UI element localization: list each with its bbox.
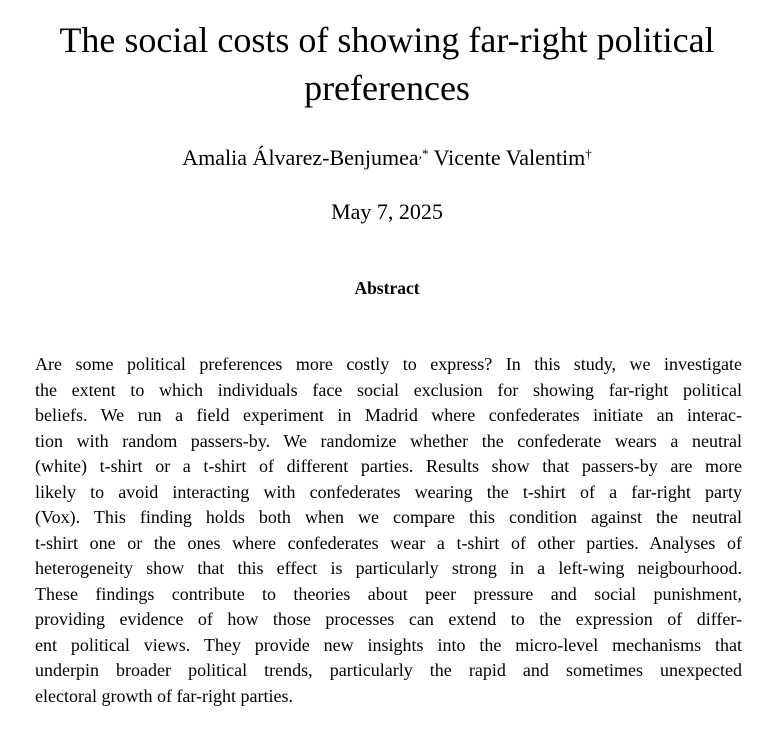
abstract-body: Are some political preferences more cost… bbox=[35, 352, 742, 709]
abstract-line: tion with random passers-by. We randomiz… bbox=[35, 430, 742, 451]
abstract-line: t-shirt one or the ones where confederat… bbox=[35, 532, 742, 553]
abstract-line: These findings contribute to theories ab… bbox=[35, 583, 742, 604]
title-line: The social costs of showing far-right po… bbox=[59, 20, 715, 60]
author-name: Amalia Álvarez-Benjumea bbox=[182, 145, 419, 170]
author-footnote-mark[interactable]: ,* bbox=[418, 146, 429, 161]
author-footnote-mark[interactable]: † bbox=[585, 146, 592, 161]
abstract-line: electoral growth of far-right parties. bbox=[35, 685, 294, 706]
abstract-line: heterogeneity show that this effect is p… bbox=[35, 558, 742, 578]
title-line: preferences bbox=[304, 68, 470, 108]
author-list: Amalia Álvarez-Benjumea,* Vicente Valent… bbox=[0, 144, 774, 172]
abstract-line: (Vox). This finding holds both when we c… bbox=[35, 507, 742, 527]
paper-date: May 7, 2025 bbox=[331, 199, 443, 224]
abstract-line: beliefs. We run a field experiment in Ma… bbox=[35, 405, 742, 425]
abstract-heading: Abstract bbox=[354, 278, 420, 298]
author-name: Vicente Valentim bbox=[433, 145, 586, 170]
abstract-line: Are some political preferences more cost… bbox=[35, 354, 742, 374]
abstract-line: likely to avoid interacting with confede… bbox=[35, 481, 742, 502]
abstract-line: underpin broader political trends, parti… bbox=[35, 660, 742, 680]
abstract-line: the extent to which individuals face soc… bbox=[35, 379, 742, 400]
abstract-line: providing evidence of how those processe… bbox=[35, 609, 742, 629]
paper-title: The social costs of showing far-right po… bbox=[0, 16, 774, 112]
abstract-line: (white) t-shirt or a t-shirt of differen… bbox=[35, 456, 742, 476]
abstract-line: ent political views. They provide new in… bbox=[35, 634, 742, 655]
